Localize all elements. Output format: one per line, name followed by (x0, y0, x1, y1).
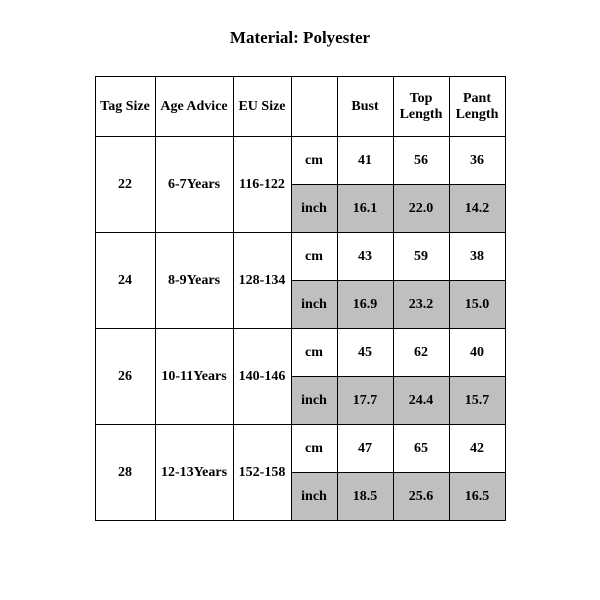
cell-unit-cm: cm (291, 329, 337, 377)
cell-tag-size: 26 (95, 329, 155, 425)
cell-eu-size: 152-158 (233, 425, 291, 521)
col-pant-length: Pant Length (449, 77, 505, 137)
cell-pant-cm: 38 (449, 233, 505, 281)
cell-unit-inch: inch (291, 281, 337, 329)
cell-bust-cm: 45 (337, 329, 393, 377)
cell-top-cm: 59 (393, 233, 449, 281)
table-row: 26 10-11Years 140-146 cm 45 62 40 (95, 329, 505, 377)
cell-top-inch: 24.4 (393, 377, 449, 425)
table-header-row: Tag Size Age Advice EU Size Bust Top Len… (95, 77, 505, 137)
cell-bust-cm: 47 (337, 425, 393, 473)
cell-bust-inch: 16.9 (337, 281, 393, 329)
cell-pant-inch: 15.7 (449, 377, 505, 425)
cell-eu-size: 140-146 (233, 329, 291, 425)
size-chart-page: Material: Polyester Tag Size Age Advice … (0, 0, 600, 600)
size-table: Tag Size Age Advice EU Size Bust Top Len… (95, 76, 506, 521)
cell-unit-inch: inch (291, 185, 337, 233)
cell-pant-cm: 40 (449, 329, 505, 377)
cell-top-inch: 23.2 (393, 281, 449, 329)
cell-unit-inch: inch (291, 377, 337, 425)
cell-age-advice: 6-7Years (155, 137, 233, 233)
cell-unit-inch: inch (291, 473, 337, 521)
table-row: 24 8-9Years 128-134 cm 43 59 38 (95, 233, 505, 281)
col-top-length: Top Length (393, 77, 449, 137)
col-unit (291, 77, 337, 137)
cell-top-inch: 25.6 (393, 473, 449, 521)
cell-tag-size: 24 (95, 233, 155, 329)
cell-pant-inch: 14.2 (449, 185, 505, 233)
cell-unit-cm: cm (291, 233, 337, 281)
cell-eu-size: 116-122 (233, 137, 291, 233)
cell-unit-cm: cm (291, 425, 337, 473)
cell-tag-size: 28 (95, 425, 155, 521)
col-tag-size: Tag Size (95, 77, 155, 137)
cell-age-advice: 8-9Years (155, 233, 233, 329)
cell-bust-inch: 18.5 (337, 473, 393, 521)
cell-pant-cm: 36 (449, 137, 505, 185)
cell-top-cm: 65 (393, 425, 449, 473)
cell-age-advice: 12-13Years (155, 425, 233, 521)
cell-bust-inch: 17.7 (337, 377, 393, 425)
cell-eu-size: 128-134 (233, 233, 291, 329)
cell-bust-inch: 16.1 (337, 185, 393, 233)
col-eu-size: EU Size (233, 77, 291, 137)
cell-pant-inch: 16.5 (449, 473, 505, 521)
cell-unit-cm: cm (291, 137, 337, 185)
cell-bust-cm: 43 (337, 233, 393, 281)
table-row: 22 6-7Years 116-122 cm 41 56 36 (95, 137, 505, 185)
col-bust: Bust (337, 77, 393, 137)
cell-tag-size: 22 (95, 137, 155, 233)
cell-top-inch: 22.0 (393, 185, 449, 233)
cell-age-advice: 10-11Years (155, 329, 233, 425)
cell-top-cm: 62 (393, 329, 449, 377)
cell-pant-cm: 42 (449, 425, 505, 473)
table-row: 28 12-13Years 152-158 cm 47 65 42 (95, 425, 505, 473)
cell-pant-inch: 15.0 (449, 281, 505, 329)
cell-top-cm: 56 (393, 137, 449, 185)
page-title: Material: Polyester (0, 28, 600, 48)
cell-bust-cm: 41 (337, 137, 393, 185)
col-age-advice: Age Advice (155, 77, 233, 137)
